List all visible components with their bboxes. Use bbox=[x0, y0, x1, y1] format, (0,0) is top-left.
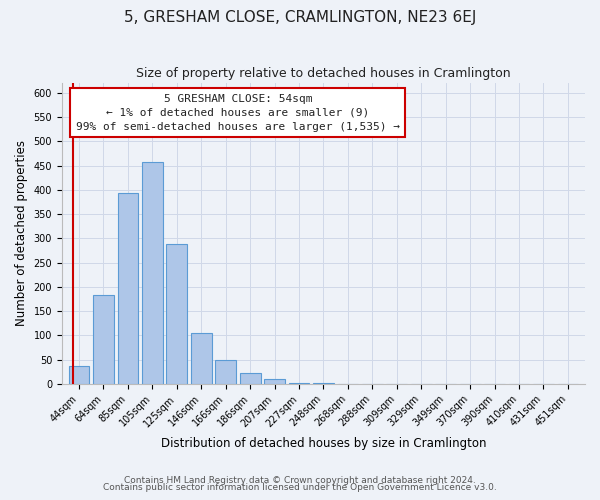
Text: 5, GRESHAM CLOSE, CRAMLINGTON, NE23 6EJ: 5, GRESHAM CLOSE, CRAMLINGTON, NE23 6EJ bbox=[124, 10, 476, 25]
Text: Contains public sector information licensed under the Open Government Licence v3: Contains public sector information licen… bbox=[103, 484, 497, 492]
Bar bbox=[93, 295, 114, 384]
Bar bbox=[166, 244, 187, 384]
Bar bbox=[240, 374, 260, 384]
Bar bbox=[215, 360, 236, 384]
Title: Size of property relative to detached houses in Cramlington: Size of property relative to detached ho… bbox=[136, 68, 511, 80]
Bar bbox=[289, 383, 310, 384]
X-axis label: Distribution of detached houses by size in Cramlington: Distribution of detached houses by size … bbox=[161, 437, 486, 450]
Bar bbox=[142, 162, 163, 384]
Bar bbox=[264, 379, 285, 384]
Bar bbox=[68, 366, 89, 384]
Text: Contains HM Land Registry data © Crown copyright and database right 2024.: Contains HM Land Registry data © Crown c… bbox=[124, 476, 476, 485]
Text: 5 GRESHAM CLOSE: 54sqm
← 1% of detached houses are smaller (9)
99% of semi-detac: 5 GRESHAM CLOSE: 54sqm ← 1% of detached … bbox=[76, 94, 400, 132]
Y-axis label: Number of detached properties: Number of detached properties bbox=[15, 140, 28, 326]
Bar bbox=[191, 333, 212, 384]
Bar bbox=[118, 193, 138, 384]
